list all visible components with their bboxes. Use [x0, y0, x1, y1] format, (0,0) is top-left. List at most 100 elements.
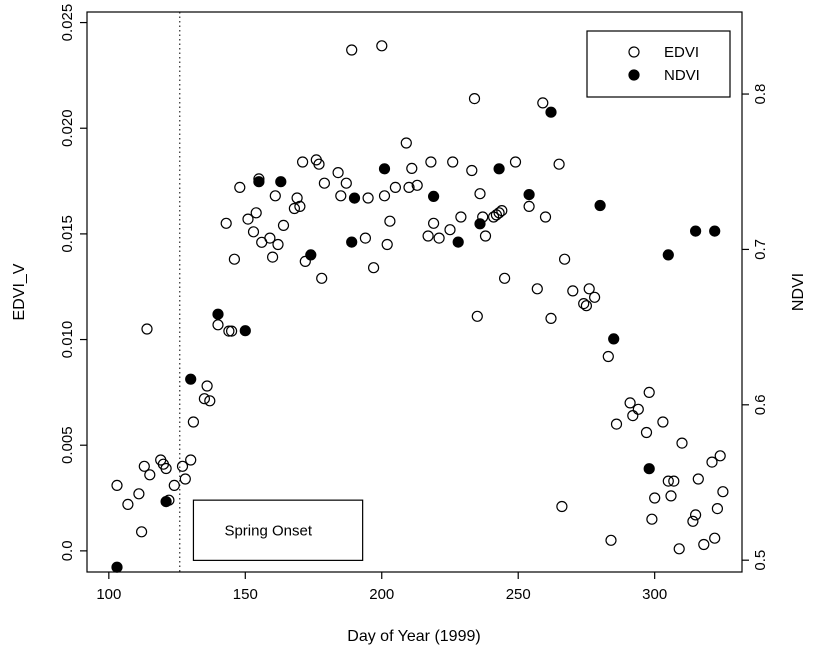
- edvi-point: [539, 211, 552, 223]
- edvi-point: [692, 473, 704, 485]
- edvi-point: [466, 164, 478, 177]
- x-tick-label: 100: [96, 586, 121, 603]
- edvi-point: [553, 158, 565, 170]
- edvi-point: [264, 232, 276, 244]
- edvi-point: [624, 397, 636, 409]
- edvi-point: [403, 181, 415, 193]
- plot-area-frame: [86, 11, 743, 573]
- ndvi-point: [709, 225, 721, 237]
- edvi-point: [340, 177, 352, 189]
- x-tick-label: 150: [233, 586, 258, 603]
- edvi-point: [646, 513, 658, 525]
- ndvi-point: [378, 163, 391, 175]
- edvi-point: [588, 291, 601, 303]
- edvi-point: [136, 526, 148, 538]
- x-tick-label: 200: [369, 586, 394, 603]
- ndvi-point: [608, 333, 620, 345]
- edvi-point: [531, 283, 543, 295]
- ndvi-point: [305, 249, 317, 261]
- edvi-point: [212, 319, 224, 331]
- edvi-point: [138, 460, 150, 472]
- edvi-point: [714, 450, 726, 462]
- edvi-point: [228, 253, 240, 265]
- edvi-point: [332, 167, 344, 179]
- ndvi-point: [275, 176, 287, 188]
- x-axis: 100 150 200 250 300: [96, 572, 667, 603]
- ndvi-point: [493, 163, 505, 175]
- y-tick-label: 0.0: [59, 540, 76, 561]
- edvi-point: [711, 503, 724, 515]
- edvi-point: [378, 190, 391, 202]
- ndvi-point: [474, 218, 486, 230]
- edvi-point: [428, 217, 440, 229]
- edvi-point: [698, 538, 710, 551]
- edvi-point: [425, 156, 437, 168]
- edvi-point: [411, 179, 423, 191]
- edvi-point: [223, 325, 235, 337]
- edvi-point: [665, 490, 677, 502]
- edvi-point: [673, 543, 685, 555]
- edvi-point: [556, 500, 568, 513]
- ndvi-point: [545, 106, 557, 118]
- edvi-point: [400, 137, 412, 149]
- ndvi-point: [348, 192, 361, 204]
- x-axis-label: Day of Year (1999): [347, 628, 480, 645]
- edvi-point: [433, 232, 445, 244]
- edvi-point: [657, 416, 669, 428]
- edvi-point: [717, 486, 729, 498]
- ndvi-point: [643, 463, 655, 475]
- edvi-point: [422, 230, 434, 242]
- y-tick-label: 0.025: [59, 4, 76, 42]
- edvi-point: [447, 156, 459, 168]
- legend-box: [586, 30, 731, 98]
- edvi-point: [523, 200, 535, 212]
- edvi-point: [610, 418, 623, 430]
- ndvi-point: [689, 225, 702, 237]
- edvi-point: [133, 488, 145, 500]
- edvi-point: [640, 426, 653, 439]
- ndvi-point: [160, 496, 172, 508]
- edvi-point: [632, 403, 644, 415]
- ndvi-point: [523, 189, 535, 201]
- ndvi-point: [212, 308, 224, 320]
- ndvi-point: [594, 199, 606, 212]
- edvi-point: [558, 253, 571, 265]
- edvi-point: [689, 509, 702, 521]
- edvi-point: [267, 251, 279, 263]
- edvi-point: [474, 188, 486, 200]
- spring-onset-annotation: Spring Onset: [192, 499, 364, 561]
- edvi-point: [168, 479, 180, 491]
- edvi-point: [359, 232, 371, 244]
- edvi-point: [537, 97, 549, 109]
- edvi-point: [179, 473, 191, 485]
- edvi-point: [272, 238, 284, 251]
- edvi-point: [122, 498, 134, 510]
- edvi-point: [479, 230, 492, 242]
- edvi-point: [160, 462, 172, 475]
- edvi-point: [144, 469, 156, 481]
- edvi-point: [509, 156, 522, 168]
- legend-marker-ndvi: [628, 69, 640, 81]
- left-y-axis: 0.0 0.005 0.010 0.015 0.020 0.025: [59, 4, 87, 561]
- edvi-point: [567, 285, 579, 297]
- edvi-point: [643, 386, 655, 398]
- edvi-point: [346, 44, 358, 56]
- edvi-point: [676, 437, 688, 449]
- edvi-point: [288, 202, 300, 215]
- right-y-axis-label: NDVI: [790, 273, 807, 311]
- y2-tick-label: 0.8: [752, 84, 769, 105]
- edvi-point: [187, 416, 199, 428]
- edvi-point: [316, 272, 328, 284]
- right-y-axis: 0.5 0.6 0.7 0.8: [742, 84, 769, 571]
- edvi-point: [220, 217, 232, 229]
- edvi-point: [234, 181, 246, 193]
- y2-tick-label: 0.7: [752, 239, 769, 260]
- legend-label-ndvi: NDVI: [664, 67, 700, 84]
- edvi-point: [444, 224, 456, 236]
- edvi-point: [709, 532, 721, 544]
- edvi-point: [578, 298, 590, 310]
- ndvi-point: [253, 176, 265, 188]
- y2-tick-label: 0.5: [752, 550, 769, 571]
- ndvi-point: [111, 561, 123, 573]
- ndvi-point: [428, 190, 440, 202]
